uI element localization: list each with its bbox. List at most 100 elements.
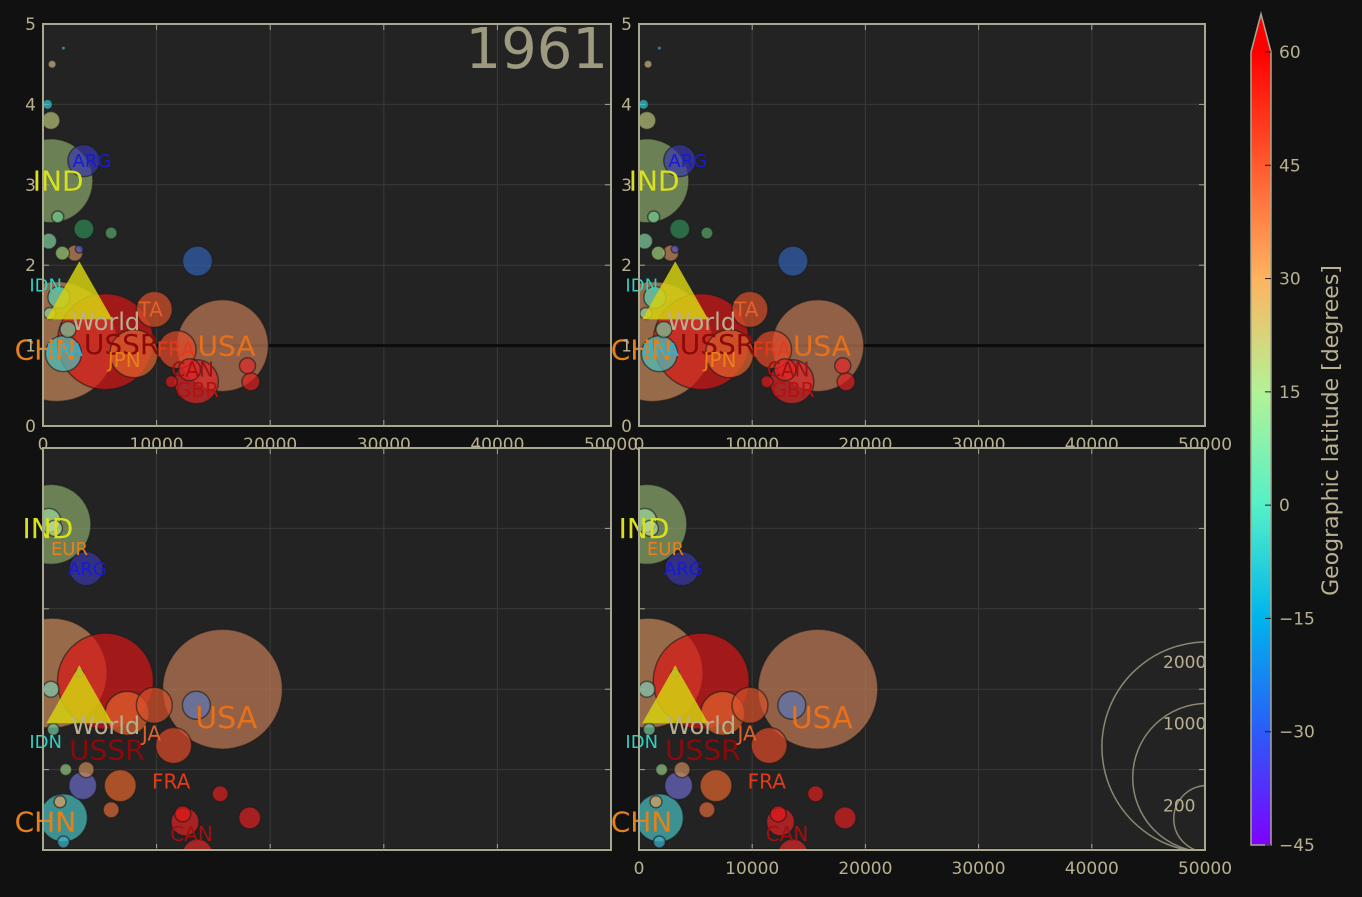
country-label: USA xyxy=(195,701,258,736)
country-label: JPN xyxy=(702,348,737,372)
data-point xyxy=(103,768,137,803)
colorbar-tick-label: 45 xyxy=(1279,156,1301,176)
data-point xyxy=(642,722,656,737)
world-marker xyxy=(642,261,709,320)
data-layer xyxy=(639,45,1205,405)
country-label: BRA xyxy=(642,340,679,361)
data-point xyxy=(643,59,653,69)
country-label: EUR xyxy=(51,539,88,560)
colorbar-tick-label: 30 xyxy=(1279,270,1301,290)
data-point xyxy=(102,801,120,819)
data-point xyxy=(211,784,229,803)
x-tick-label: 40000 xyxy=(1065,859,1119,879)
country-label: World xyxy=(71,712,140,740)
data-point xyxy=(54,245,71,261)
data-point xyxy=(652,835,667,849)
data-point xyxy=(649,795,663,809)
colorbar-gradient xyxy=(1251,52,1271,845)
country-label: FRA xyxy=(748,770,787,794)
data-point xyxy=(43,483,92,566)
data-point xyxy=(669,218,691,240)
country-label: World xyxy=(71,308,140,336)
data-point xyxy=(62,854,70,862)
data-layer xyxy=(43,483,611,862)
y-tick-label: 1 xyxy=(621,337,632,357)
x-tick-label: 30000 xyxy=(952,859,1006,879)
colorbar-extend-arrow xyxy=(1251,14,1271,52)
size-legend-circle xyxy=(1131,702,1205,850)
data-point xyxy=(699,768,733,803)
size-legend-label: 1000 xyxy=(1163,714,1206,734)
country-label: USSR xyxy=(665,733,741,766)
size-legend-label: 2000 xyxy=(1163,653,1206,673)
colorbar-tick-label: −45 xyxy=(1279,836,1315,856)
data-point xyxy=(104,226,118,240)
data-point xyxy=(59,320,77,339)
data-point xyxy=(177,357,202,382)
country-label: ARG xyxy=(68,559,107,580)
data-point xyxy=(173,805,192,823)
country-label: FRA xyxy=(752,338,791,362)
colorbar-tick-label: −15 xyxy=(1279,609,1315,629)
data-point xyxy=(834,356,852,375)
country-label: JA xyxy=(140,721,162,745)
data-point xyxy=(664,550,700,587)
country-label: ARG xyxy=(664,559,703,580)
country-label: ARG xyxy=(73,151,112,172)
colorbar: 60 45 30 15 0 −15 −30 −45 Geographic latitude [d… xyxy=(1250,11,1344,856)
country-label: GBR xyxy=(771,378,814,402)
data-point xyxy=(43,98,54,111)
data-point xyxy=(777,838,809,850)
data-point xyxy=(760,375,774,389)
x-tick-label: 10000 xyxy=(725,859,779,879)
country-label: IND xyxy=(619,512,670,545)
data-point xyxy=(773,357,797,382)
y-tick-label: 3 xyxy=(25,176,36,196)
data-point xyxy=(769,805,787,823)
grid xyxy=(43,24,611,426)
data-point xyxy=(639,483,688,566)
y-tick-label: 1 xyxy=(25,337,36,357)
size-legend-circle xyxy=(1101,641,1205,850)
data-point xyxy=(238,356,257,375)
data-point xyxy=(60,45,67,51)
data-point xyxy=(58,762,73,777)
country-label: World xyxy=(667,712,736,740)
country-label: USA xyxy=(791,701,854,736)
country-label: CAN xyxy=(171,358,214,382)
y-tick-label: 0 xyxy=(621,417,632,437)
colorbar-tick-label: 15 xyxy=(1279,383,1301,403)
data-point xyxy=(836,372,856,392)
country-label: USSR xyxy=(680,328,756,361)
data-point xyxy=(731,686,769,725)
data-point xyxy=(135,686,174,725)
world-marker xyxy=(46,665,113,724)
data-point xyxy=(246,852,254,860)
country-label: CHN xyxy=(15,806,77,839)
data-point xyxy=(673,760,691,779)
data-point xyxy=(53,795,67,809)
country-label: USSR xyxy=(69,733,144,766)
data-point xyxy=(241,372,261,392)
country-label: USSR xyxy=(84,328,160,361)
country-label: FRA xyxy=(157,338,196,362)
plot-frame xyxy=(42,23,612,427)
data-point xyxy=(43,110,61,131)
data-point xyxy=(639,680,656,698)
country-label: CAN xyxy=(767,358,810,382)
country-label: IDN xyxy=(625,276,658,297)
country-label: CHN xyxy=(611,333,673,366)
grid xyxy=(639,448,1205,850)
country-label: IDN xyxy=(29,732,62,753)
country-label: IND xyxy=(629,165,680,198)
y-tick-label: 4 xyxy=(621,95,632,115)
x-tick-label: 50000 xyxy=(1178,859,1232,879)
country-label: JA xyxy=(735,721,757,745)
data-point xyxy=(777,245,809,277)
size-legend-circle xyxy=(1173,784,1205,850)
country-label: CHN xyxy=(15,333,77,366)
country-label: EUR xyxy=(647,539,684,560)
